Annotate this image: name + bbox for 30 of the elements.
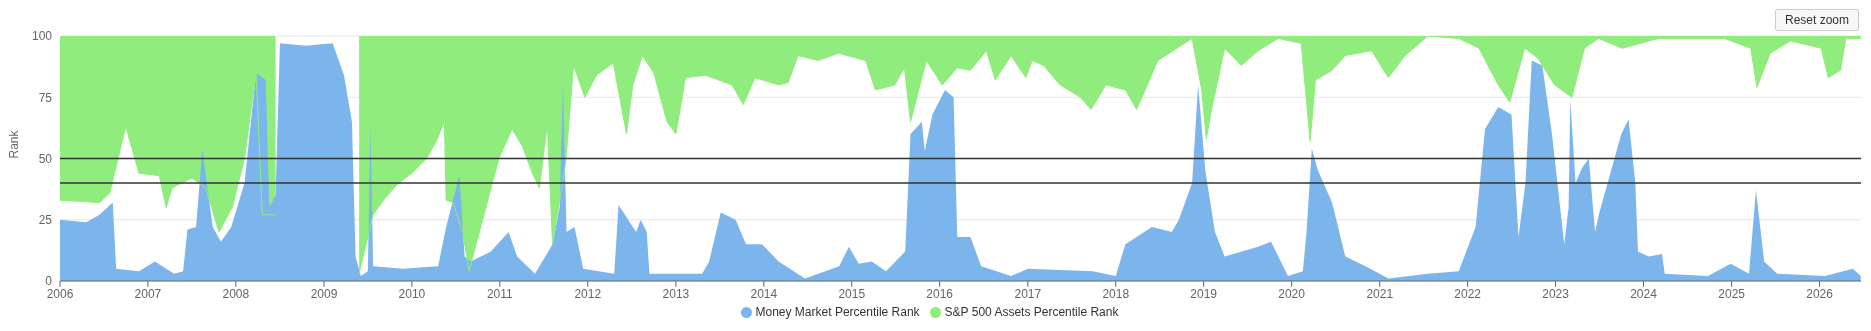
x-tick-label: 2024 xyxy=(1630,286,1658,301)
x-tick-label: 2012 xyxy=(574,286,602,301)
y-tick-label: 75 xyxy=(38,90,53,105)
x-tick-label: 2020 xyxy=(1278,286,1306,301)
x-tick-label: 2006 xyxy=(46,286,74,301)
x-tick-label: 2011 xyxy=(486,286,514,301)
x-tick-label: 2015 xyxy=(838,286,866,301)
legend-label: Money Market Percentile Rank xyxy=(755,305,920,319)
x-tick-label: 2021 xyxy=(1366,286,1394,301)
x-tick-label: 2007 xyxy=(134,286,162,301)
x-tick-label: 2013 xyxy=(662,286,690,301)
x-tick-label: 2009 xyxy=(310,286,338,301)
x-tick-label: 2018 xyxy=(1102,286,1130,301)
y-axis-title: Rank xyxy=(7,129,22,159)
x-tick-label: 2017 xyxy=(1014,286,1042,301)
y-tick-label: 50 xyxy=(38,151,53,166)
legend-label: S&P 500 Assets Percentile Rank xyxy=(944,305,1119,319)
x-tick-label: 2026 xyxy=(1806,286,1834,301)
x-tick-label: 2022 xyxy=(1454,286,1482,301)
x-tick-label: 2008 xyxy=(222,286,250,301)
y-tick-label: 25 xyxy=(38,213,53,228)
y-tick-label: 0 xyxy=(45,274,53,289)
reset-zoom-button: Reset zoom xyxy=(1774,9,1859,31)
x-tick-label: 2014 xyxy=(750,286,778,301)
x-tick-label: 2016 xyxy=(926,286,954,301)
y-tick-label: 100 xyxy=(31,29,53,44)
x-tick-label: 2023 xyxy=(1542,286,1570,301)
x-tick-label: 2010 xyxy=(398,286,426,301)
x-tick-label: 2019 xyxy=(1190,286,1218,301)
x-tick-label: 2025 xyxy=(1718,286,1746,301)
